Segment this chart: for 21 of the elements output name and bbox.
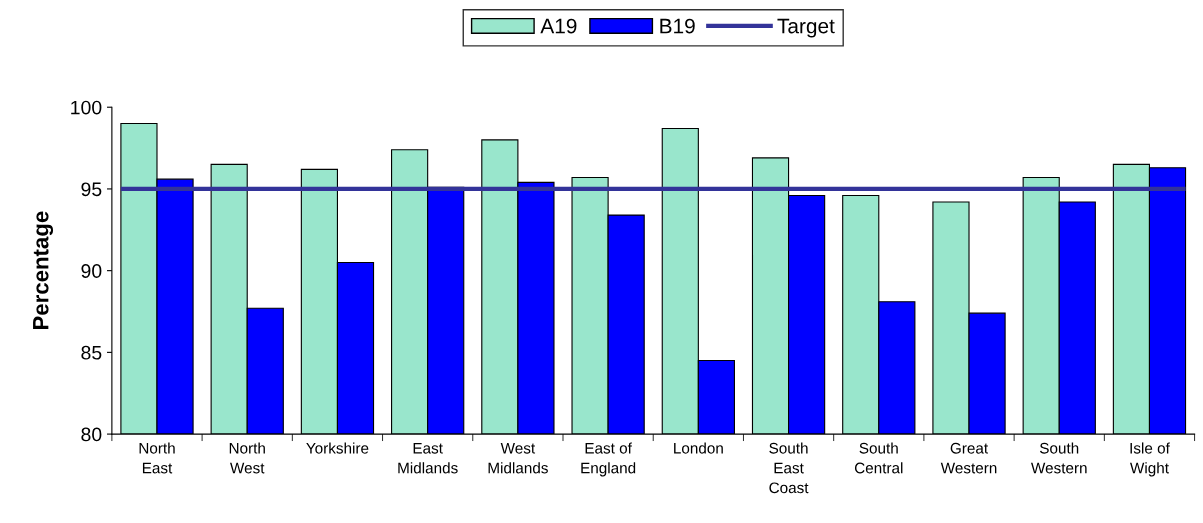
x-tick-label: North East — [139, 442, 175, 474]
x-tick-label: East of England — [581, 442, 636, 477]
y-tick-label: 100 — [71, 100, 102, 115]
x-tick-label: Yorkshire — [306, 442, 369, 454]
x-tick-label: Isle of Wight — [1130, 442, 1170, 477]
y-tick-label: 90 — [81, 264, 102, 278]
legend-label: B19 — [660, 18, 695, 34]
y-tick-label: 95 — [81, 182, 102, 197]
y-tick-label: 85 — [81, 345, 102, 360]
x-tick-label: East Midlands — [398, 442, 458, 474]
y-tick-label: 80 — [81, 427, 102, 442]
x-tick-label: North West — [229, 442, 265, 474]
x-tick-label: South Central — [854, 442, 903, 474]
x-tick-label: London — [674, 442, 723, 454]
x-tick-label: South Western — [1031, 442, 1087, 474]
x-tick-label: Great Western — [940, 442, 997, 474]
x-tick-label: West Midlands — [488, 442, 548, 474]
legend-label: A19 — [540, 18, 577, 34]
y-axis-title: Percentage — [33, 211, 54, 330]
legend-label: Target — [777, 18, 835, 38]
x-tick-label: South East Coast — [769, 442, 809, 494]
